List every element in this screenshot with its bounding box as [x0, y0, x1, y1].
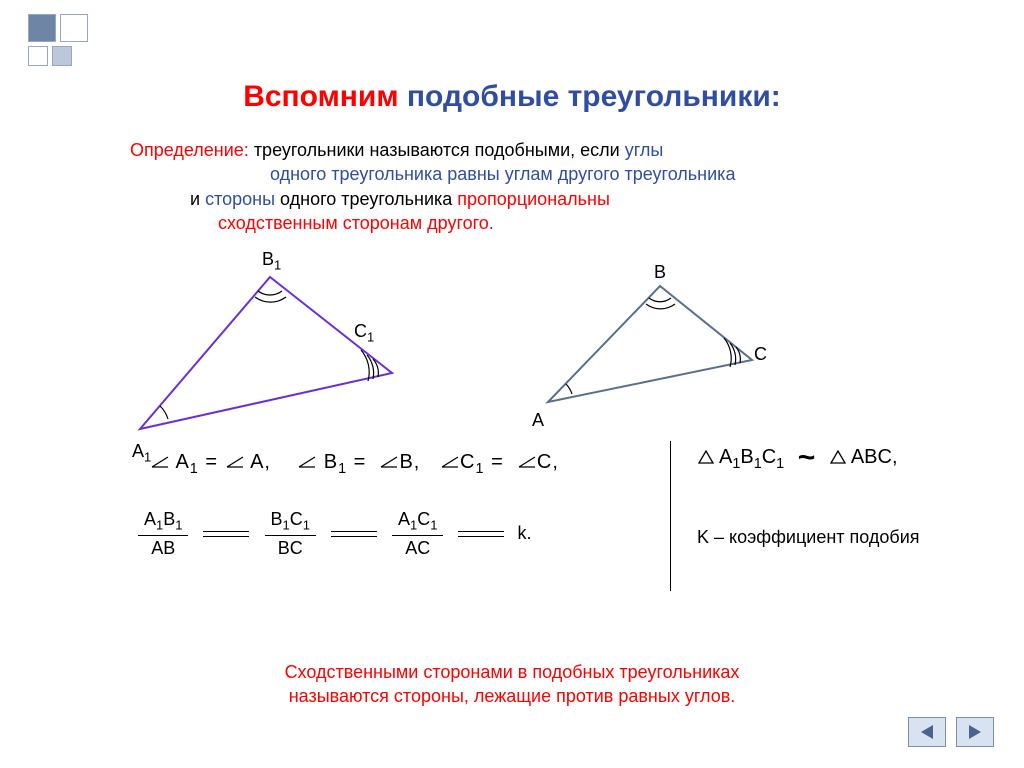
title-blue: подобные треугольники: — [407, 80, 781, 113]
def-line4: сходственным сторонам другого. — [218, 213, 494, 233]
def-line1a: треугольники называются подобными, если — [249, 140, 625, 160]
nav-prev-button[interactable] — [908, 717, 946, 747]
triangle-left-icon — [918, 724, 936, 740]
page-title: Вспомним подобные треугольники: — [90, 80, 934, 114]
def-line3c: одного треугольника — [275, 189, 452, 209]
footer-line1: Сходственными сторонами в подобных треуг… — [285, 662, 740, 682]
coefficient-text: K – коэффициент подобия — [697, 527, 920, 548]
def-line3d: пропорциональны — [452, 189, 610, 209]
nav-controls — [902, 717, 994, 752]
def-line3b: стороны — [205, 189, 275, 209]
triangle-1 — [110, 249, 410, 459]
footer-line2: называются стороны, лежащие против равны… — [289, 686, 736, 706]
tri2-label-a: A — [532, 410, 544, 431]
def-line3a: и — [190, 189, 205, 209]
ratio-equalities: A1B1AB B1C1BC A1C1AC k. — [130, 509, 531, 559]
def-line2: одного треугольника равны углам другого … — [270, 164, 735, 184]
figures-area: A1 B1 C1 A B C — [90, 239, 934, 449]
sim-right: ABC, — [851, 446, 898, 468]
tri2-label-c: C — [754, 344, 767, 365]
definition-block: Определение: треугольники называются под… — [130, 138, 934, 235]
tri1-label-c: C1 — [354, 321, 374, 345]
nav-next-button[interactable] — [956, 717, 994, 747]
equations-area: A1 = A, B1 = B, C1 = C, A1B1AB B1C1BC A1… — [90, 451, 934, 611]
tri1-label-b: B1 — [262, 249, 281, 273]
triangle-2 — [490, 264, 790, 434]
footer-note: Сходственными сторонами в подобных треуг… — [0, 661, 1024, 708]
tri2-label-b: B — [654, 262, 666, 283]
ratio-k: k. — [517, 523, 531, 543]
similarity-statement: A1B1C1 ~ ABC, — [697, 441, 920, 475]
triangle-right-icon — [966, 724, 984, 740]
similarity-block: A1B1C1 ~ ABC, K – коэффициент подобия — [670, 441, 920, 591]
definition-label: Определение: — [130, 140, 249, 160]
title-red: Вспомним — [243, 80, 398, 113]
angle-equalities: A1 = A, B1 = B, C1 = C, — [150, 451, 559, 477]
def-line1b: углы — [625, 140, 664, 160]
